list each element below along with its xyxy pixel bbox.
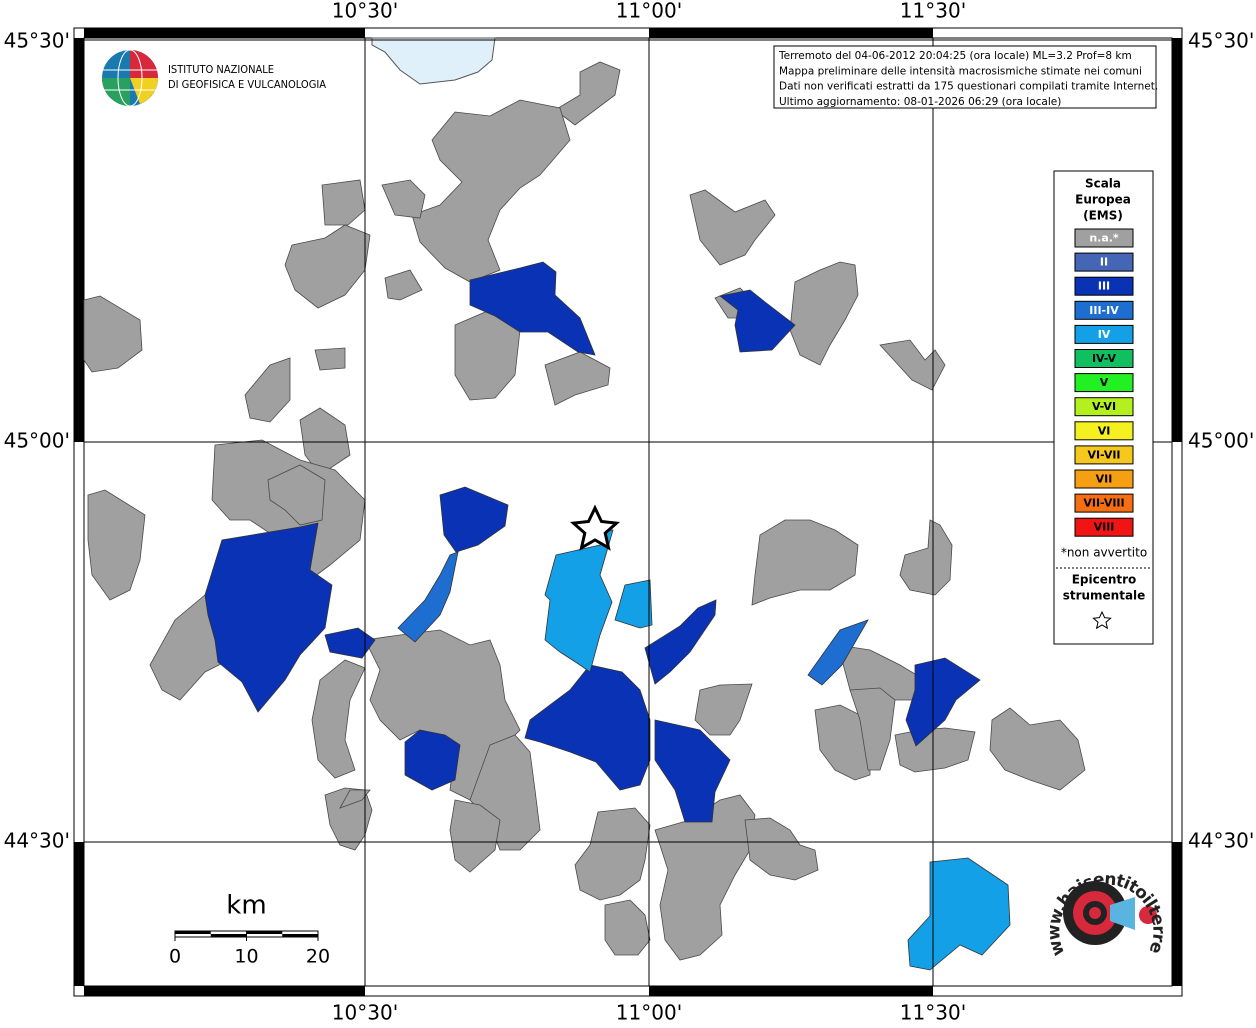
legend-swatch bbox=[1074, 397, 1134, 417]
legend-label: IV bbox=[1098, 328, 1111, 341]
legend-swatch bbox=[1074, 469, 1134, 489]
lat-label: 45°30' bbox=[4, 29, 70, 53]
lon-label: 10°30' bbox=[332, 0, 398, 23]
logo-text: DI GEOFISICA E VULCANOLOGIA bbox=[168, 78, 326, 91]
lat-label: 44°30' bbox=[4, 829, 70, 853]
lake bbox=[371, 37, 496, 85]
scale-segment bbox=[210, 934, 247, 937]
lat-label: 45°00' bbox=[4, 429, 70, 453]
coordinate-labels: 10°30' 11°00' 11°30' 10°30' 11°00' 11°30… bbox=[4, 0, 1255, 1025]
logo-text: ISTITUTO NAZIONALE bbox=[168, 63, 274, 76]
scale-segment bbox=[282, 934, 318, 937]
legend-label: V bbox=[1100, 376, 1109, 389]
scale-segment bbox=[175, 931, 211, 934]
info-line: Terremoto del 04-06-2012 20:04:25 (ora l… bbox=[778, 50, 1132, 62]
legend-epicenter: strumentale bbox=[1063, 589, 1146, 603]
info-line: Ultimo aggiornamento: 08-01-2026 06:29 (… bbox=[779, 96, 1061, 108]
legend-swatch bbox=[1074, 373, 1134, 393]
legend-label: VII-VIII bbox=[1083, 497, 1124, 510]
legend-title: Europea bbox=[1075, 193, 1131, 207]
legend-swatch bbox=[1074, 252, 1134, 272]
lon-label: 11°00' bbox=[616, 0, 682, 23]
lon-label: 11°30' bbox=[900, 0, 966, 23]
legend-swatch bbox=[1074, 276, 1134, 296]
scale-segment bbox=[246, 931, 283, 934]
legend-swatch bbox=[1074, 300, 1134, 320]
legend-label: IV-V bbox=[1092, 352, 1117, 365]
legend-swatch bbox=[1074, 517, 1134, 537]
legend-label: VI-VII bbox=[1087, 448, 1120, 461]
legend-swatch bbox=[1074, 421, 1134, 441]
legend-label: VII bbox=[1096, 473, 1113, 486]
scale-label: 20 bbox=[306, 946, 330, 968]
legend-label: III bbox=[1098, 280, 1110, 293]
scale-unit: km bbox=[226, 891, 266, 921]
legend-title: (EMS) bbox=[1083, 209, 1123, 223]
frame-bars bbox=[74, 28, 1182, 996]
legend-title: Scala bbox=[1085, 177, 1121, 191]
info-line: Dati non verificati estratti da 175 ques… bbox=[779, 81, 1158, 93]
legend: ScalaEuropea(EMS)n.a.*IIIIIIII-IVIVIV-VV… bbox=[1053, 170, 1154, 645]
lat-label: 44°30' bbox=[1188, 829, 1254, 853]
legend-label: VI bbox=[1098, 424, 1111, 437]
lat-label: 45°00' bbox=[1188, 429, 1254, 453]
legend-swatch bbox=[1074, 324, 1134, 344]
legend-star bbox=[1092, 610, 1112, 630]
legend-note: *non avvertito bbox=[1061, 546, 1147, 560]
legend-label: V-VI bbox=[1092, 400, 1116, 413]
lon-label: 11°00' bbox=[616, 1001, 682, 1025]
legend-label: n.a.* bbox=[1089, 232, 1119, 245]
legend-epicenter: Epicentro bbox=[1072, 573, 1137, 587]
gray-areas bbox=[83, 61, 1086, 961]
legend-swatch bbox=[1074, 445, 1134, 465]
ingv-logo: ISTITUTO NAZIONALE DI GEOFISICA E VULCAN… bbox=[102, 49, 326, 107]
info-line: Mappa preliminare delle intensità macros… bbox=[779, 65, 1142, 77]
info-box: Terremoto del 04-06-2012 20:04:25 (ora l… bbox=[773, 45, 1158, 109]
legend-swatch bbox=[1074, 228, 1134, 248]
legend-swatch bbox=[1074, 493, 1134, 513]
legend-label: VIII bbox=[1094, 521, 1115, 534]
legend-label: II bbox=[1100, 256, 1108, 269]
scale-label: 0 bbox=[169, 946, 181, 968]
graticule bbox=[84, 38, 1172, 986]
legend-swatch bbox=[1074, 349, 1134, 368]
lon-label: 11°30' bbox=[900, 1001, 966, 1025]
lon-label: 10°30' bbox=[332, 1001, 398, 1025]
legend-label: III-IV bbox=[1089, 304, 1119, 317]
scale-bar: km 0 10 20 bbox=[169, 891, 330, 968]
epicenter bbox=[569, 504, 621, 551]
lat-label: 45°30' bbox=[1188, 29, 1254, 53]
scale-label: 10 bbox=[234, 946, 258, 968]
